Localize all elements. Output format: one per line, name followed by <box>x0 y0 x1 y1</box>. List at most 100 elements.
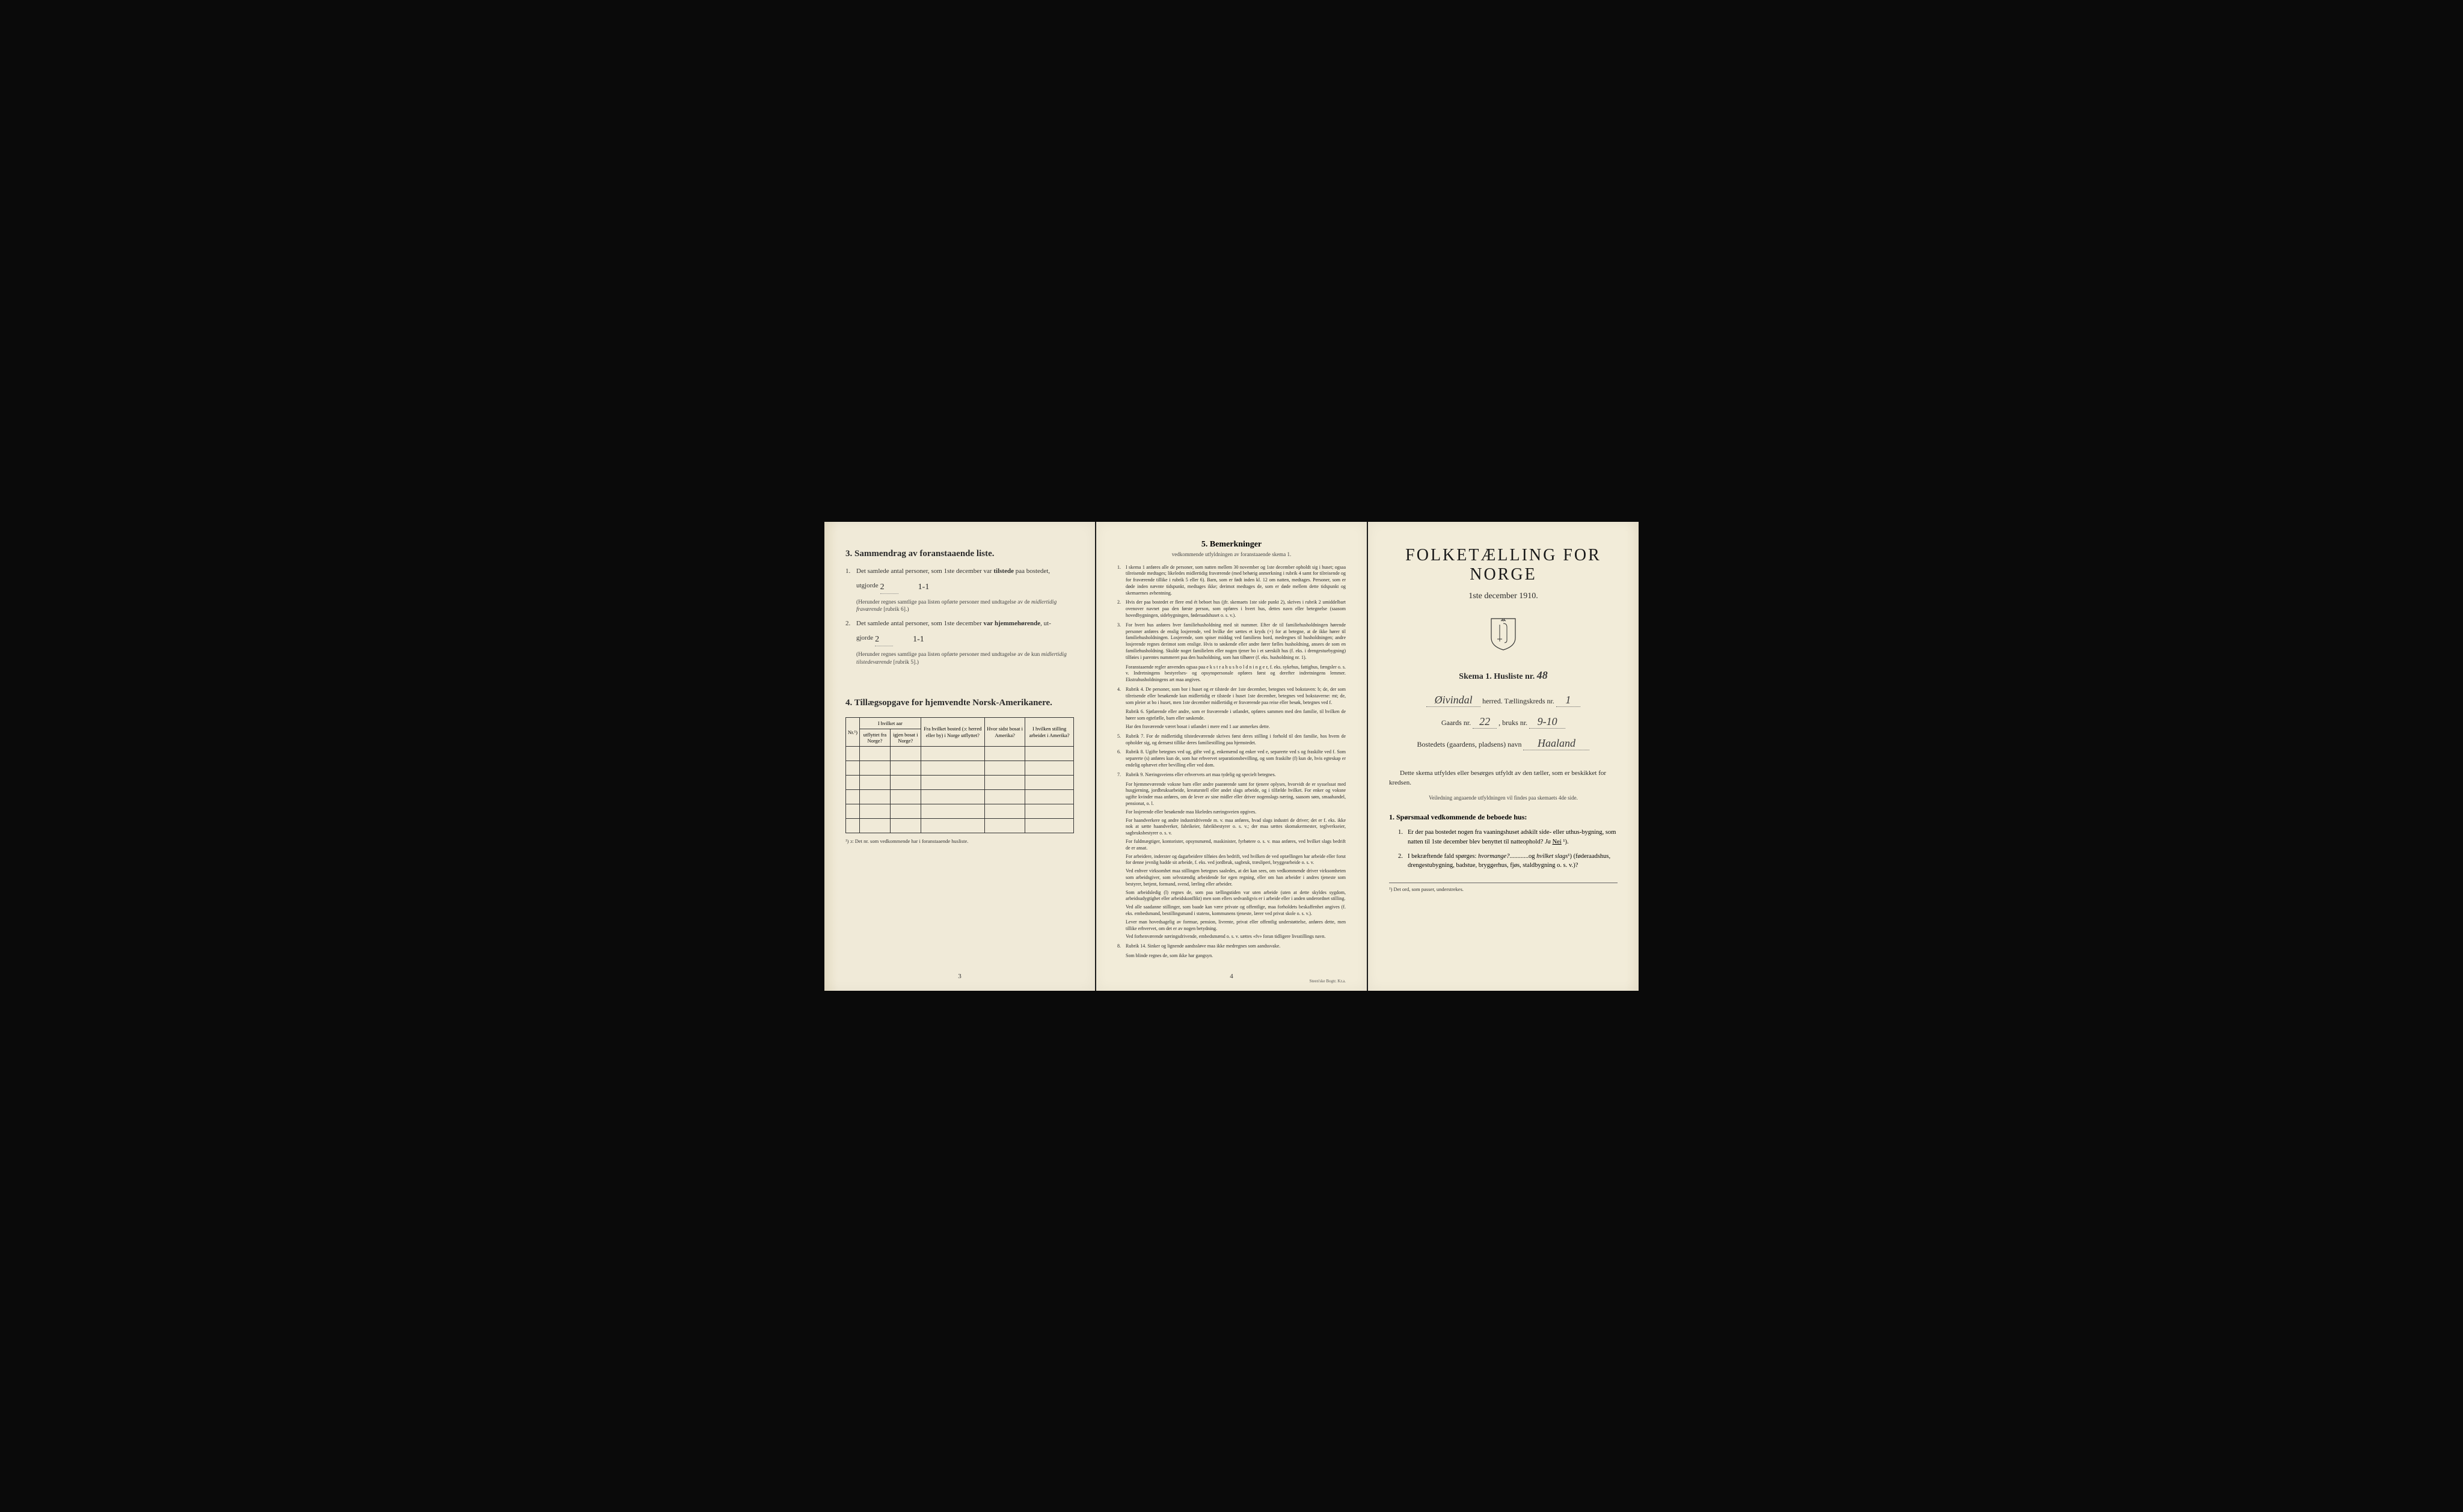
page-number-2: 4 <box>1230 973 1233 980</box>
table-cell <box>1025 819 1074 833</box>
col-utflyttet: utflyttet fra Norge? <box>860 729 891 747</box>
paren-note: (Herunder regnes samtlige paa listen opf… <box>856 599 1074 614</box>
herred-label: herred. Tællingskreds nr. <box>1482 697 1554 705</box>
instruction-2: Veiledning angaaende utfyldningen vil fi… <box>1389 794 1618 803</box>
bemerkning-item: 5.Rubrik 7. For de midlertidig tilstedev… <box>1117 733 1346 747</box>
line2-label: gjorde <box>856 633 873 646</box>
bem-text: Rubrik 8. Ugifte betegnes ved ug, gifte … <box>1126 749 1346 768</box>
document-spread: 3. Sammendrag av foranstaaende liste. 1.… <box>824 522 1639 991</box>
table-cell <box>984 804 1025 819</box>
kreds-nr: 1 <box>1556 694 1580 707</box>
table-row <box>846 747 1074 761</box>
table-row <box>846 790 1074 804</box>
bem-para: Ved enhver virksomhet maa stillingen bet… <box>1126 868 1346 887</box>
col-aar-group: I hvilket aar <box>860 717 921 729</box>
bem-para: For fuldmægtiger, kontorister, opsynsmæn… <box>1126 839 1346 852</box>
table-cell <box>846 790 860 804</box>
bem-num: 6. <box>1117 749 1126 768</box>
bem-num: 3. <box>1117 622 1126 661</box>
table-cell <box>921 776 984 790</box>
bem-para: Ved forhenværende næringsdrivende, embed… <box>1126 934 1346 940</box>
table-cell <box>921 761 984 776</box>
question-item: 2.I bekræftende fald spørges: hvormange?… <box>1398 852 1618 871</box>
bruks-label: , bruks nr. <box>1498 718 1527 727</box>
fill-value: 2 <box>875 633 893 646</box>
table-cell <box>890 747 921 761</box>
summary-line2: utgjorde 2 1-1 <box>856 581 1074 594</box>
bemerkning-item: 1.I skema 1 anføres alle de personer, so… <box>1117 565 1346 597</box>
instruction-block: Dette skema utfyldes eller besørges utfy… <box>1389 768 1618 803</box>
table-cell <box>921 819 984 833</box>
table-cell <box>1025 790 1074 804</box>
bem-num: 5. <box>1117 733 1126 747</box>
bem-num: 1. <box>1117 565 1126 597</box>
table-cell <box>1025 761 1074 776</box>
question-item: 1.Er der paa bostedet nogen fra vaanings… <box>1398 828 1618 847</box>
gaards-label: Gaards nr. <box>1441 718 1471 727</box>
table-row <box>846 761 1074 776</box>
questions-heading: 1. Spørsmaal vedkommende de beboede hus: <box>1389 813 1618 822</box>
table-cell <box>890 776 921 790</box>
bemerkninger-sub: vedkommende utfyldningen av foranstaaend… <box>1117 551 1346 557</box>
bem-text: Rubrik 9. Næringsveiens eller erhvervets… <box>1126 772 1346 779</box>
q-text: I bekræftende fald spørges: hvormange?..… <box>1408 852 1618 871</box>
bemerkning-item: 4.Rubrik 4. De personer, som bor i huset… <box>1117 687 1346 706</box>
col-amerika: Hvor sidst bosat i Amerika? <box>984 717 1025 747</box>
page-number-1: 3 <box>958 973 962 980</box>
summary-item: 2. Det samlede antal personer, som 1ste … <box>845 619 1074 629</box>
q-text: Er der paa bostedet nogen fra vaaningshu… <box>1408 828 1618 847</box>
bem-num: 4. <box>1117 687 1126 706</box>
handwritten-val: 1-1 <box>918 581 930 594</box>
bem-text: I skema 1 anføres alle de personer, som … <box>1126 565 1346 597</box>
footnote-p3: ¹) Det ord, som passer, understrekes. <box>1389 883 1618 892</box>
table-cell <box>890 804 921 819</box>
bem-para: Foranstaaende regler anvendes ogsaa paa … <box>1126 664 1346 684</box>
table-cell <box>846 776 860 790</box>
item-num: 2. <box>845 619 856 629</box>
item-text: Det samlede antal personer, som 1ste dec… <box>856 566 1074 577</box>
bem-para: Som blinde regnes de, som ikke har gangs… <box>1126 953 1346 960</box>
table-cell <box>890 819 921 833</box>
table-cell <box>846 747 860 761</box>
page-3: FOLKETÆLLING FOR NORGE 1ste december 191… <box>1368 522 1639 991</box>
section-4-heading: 4. Tillægsopgave for hjemvendte Norsk-Am… <box>845 698 1074 708</box>
table-footnote: ¹) ɔ: Det nr. som vedkommende har i fora… <box>845 838 1074 844</box>
bemerkning-item: 8.Rubrik 14. Sinker og lignende aandsslø… <box>1117 943 1346 950</box>
table-cell <box>984 819 1025 833</box>
table-cell <box>1025 776 1074 790</box>
bemerkning-item: 6.Rubrik 8. Ugifte betegnes ved ug, gift… <box>1117 749 1346 768</box>
herred-handwritten: Øivindal <box>1426 694 1480 707</box>
table-cell <box>1025 747 1074 761</box>
table-section: Nr.¹) I hvilket aar Fra hvilket bosted (… <box>845 717 1074 845</box>
fill-value: 2 <box>880 581 898 594</box>
coat-of-arms <box>1389 616 1618 654</box>
gaards-nr: 22 <box>1473 715 1497 729</box>
bem-num: 2. <box>1117 599 1126 619</box>
bem-text: Hvis der paa bostedet er flere end ét be… <box>1126 599 1346 619</box>
bosted-label: Bostedets (gaardens, pladsens) navn <box>1417 740 1522 748</box>
table-row <box>846 776 1074 790</box>
instruction-1: Dette skema utfyldes eller besørges utfy… <box>1389 768 1618 788</box>
footnote-text: ¹) Det ord, som passer, understrekes. <box>1389 886 1464 892</box>
table-cell <box>984 776 1025 790</box>
handwritten-val: 1-1 <box>913 633 924 646</box>
table-row <box>846 804 1074 819</box>
bem-num: 8. <box>1117 943 1126 950</box>
section-3-heading: 3. Sammendrag av foranstaaende liste. <box>845 549 1074 559</box>
bem-text: Rubrik 7. For de midlertidig tilstedevær… <box>1126 733 1346 747</box>
q-num: 1. <box>1398 828 1408 847</box>
main-date: 1ste december 1910. <box>1389 592 1618 601</box>
bem-text: Rubrik 14. Sinker og lignende aandssløve… <box>1126 943 1346 950</box>
table-cell <box>921 790 984 804</box>
table-cell <box>984 747 1025 761</box>
gaards-line: Gaards nr. 22 , bruks nr. 9-10 <box>1389 715 1618 729</box>
bemerkninger-heading: 5. Bemerkninger <box>1117 540 1346 549</box>
bem-para: For haandverkere og andre industridriven… <box>1126 818 1346 837</box>
table-row <box>846 819 1074 833</box>
table-cell <box>846 819 860 833</box>
bem-para: Som arbeidsledig (l) regnes de, som paa … <box>1126 890 1346 903</box>
bem-para: Ved alle saadanne stillinger, som baade … <box>1126 904 1346 917</box>
bem-para: Lever man hovedsagelig av formue, pensio… <box>1126 919 1346 932</box>
table-cell <box>984 761 1025 776</box>
bosted-navn: Haaland <box>1523 737 1589 750</box>
